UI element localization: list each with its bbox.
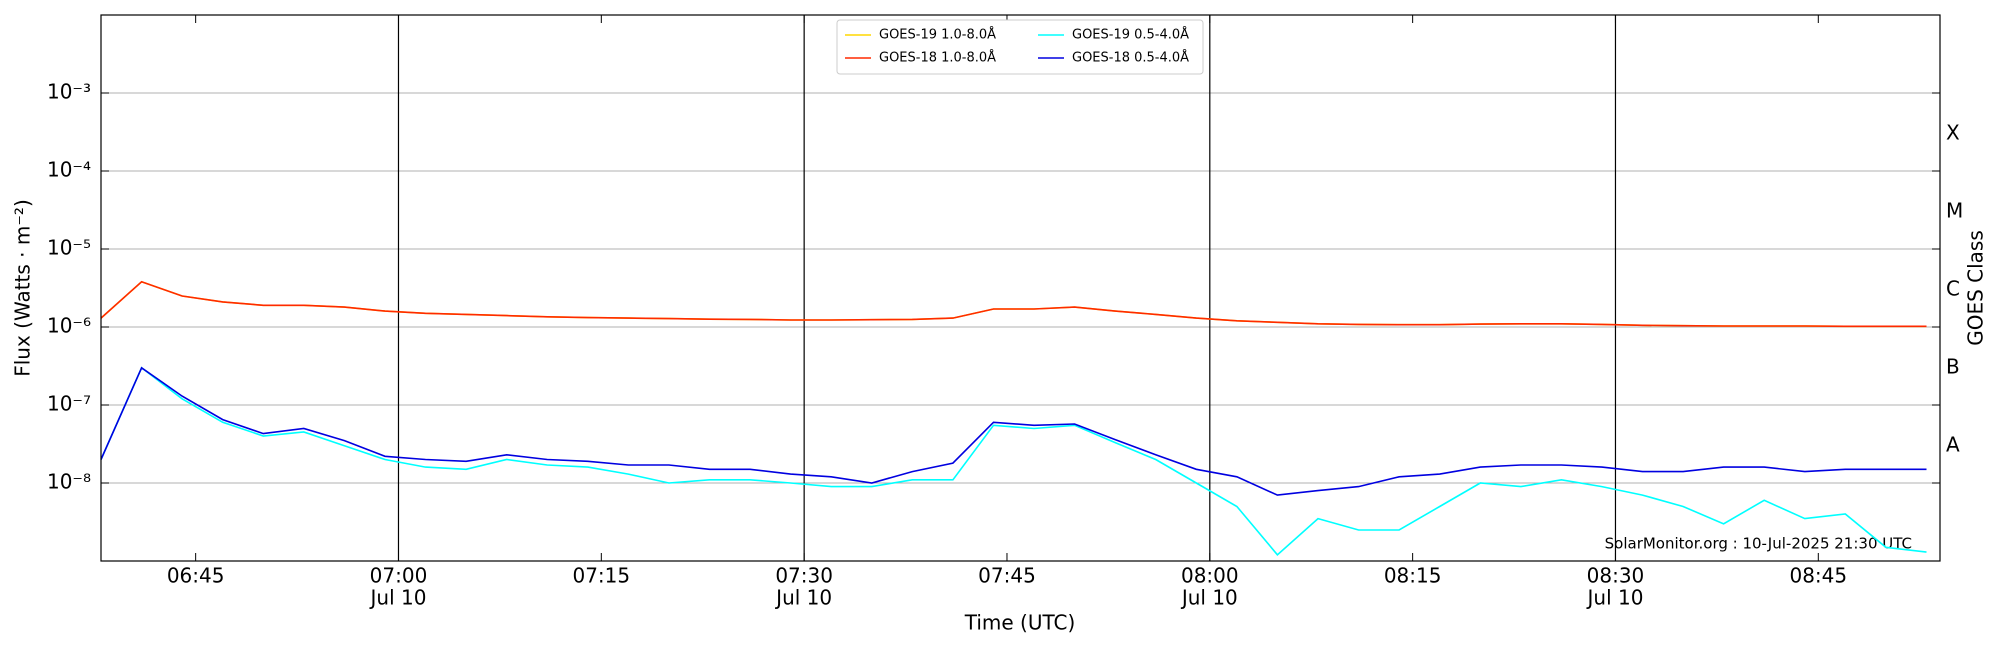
x-tick-label: 08:30 xyxy=(1587,564,1645,588)
legend: GOES-19 1.0-8.0Å GOES-18 1.0-8.0Å GOES-19 … xyxy=(836,19,1204,75)
series-line xyxy=(100,280,1927,328)
y2-axis-label: GOES Class xyxy=(1964,230,1988,346)
y-axis-label: Flux (Watts · m⁻²) xyxy=(11,199,35,377)
legend-box xyxy=(836,19,1204,75)
y2-tick-label: B xyxy=(1946,354,1960,378)
x-tick-label: 08:00 xyxy=(1181,564,1239,588)
y-tick-label: 10⁻⁸ xyxy=(47,470,91,494)
x-tick-label: 08:15 xyxy=(1384,564,1442,588)
y-tick-label: 10⁻⁶ xyxy=(47,314,91,338)
y-tick-label: 10⁻⁷ xyxy=(47,392,91,416)
series-line xyxy=(100,366,1927,556)
annotation: SolarMonitor.org : 10-Jul-2025 21:30 UTC xyxy=(1605,535,1912,553)
x-tick-label: 08:45 xyxy=(1789,564,1847,588)
legend-label: GOES-19 1.0-8.0Å xyxy=(879,27,996,43)
x-tick-label: Jul 10 xyxy=(1180,586,1238,610)
y2-tick-label: A xyxy=(1946,432,1960,456)
x-tick-label: Jul 10 xyxy=(369,586,427,610)
x-axis-label: Time (UTC) xyxy=(964,611,1076,635)
y-tick-label: 10⁻³ xyxy=(47,80,91,104)
x-tick-label: 07:30 xyxy=(775,564,833,588)
legend-label: GOES-18 1.0-8.0Å xyxy=(879,50,996,66)
x-tick-label: 06:45 xyxy=(167,564,225,588)
y-tick-label: 10⁻⁵ xyxy=(47,236,91,260)
y2-tick-label: M xyxy=(1946,198,1963,222)
legend-label: GOES-18 0.5-4.0Å xyxy=(1072,50,1189,66)
series-line xyxy=(100,366,1927,496)
y-tick-label: 10⁻⁴ xyxy=(47,158,91,182)
x-tick-label: Jul 10 xyxy=(774,586,832,610)
y2-tick-label: X xyxy=(1946,120,1960,144)
x-tick-label: 07:00 xyxy=(370,564,428,588)
y2-tick-label: C xyxy=(1946,276,1960,300)
x-tick-label: 07:45 xyxy=(978,564,1036,588)
x-tick-label: Jul 10 xyxy=(1586,586,1644,610)
x-tick-label: 07:15 xyxy=(572,564,630,588)
legend-label: GOES-19 0.5-4.0Å xyxy=(1072,27,1189,43)
plot-frame xyxy=(100,14,1941,562)
